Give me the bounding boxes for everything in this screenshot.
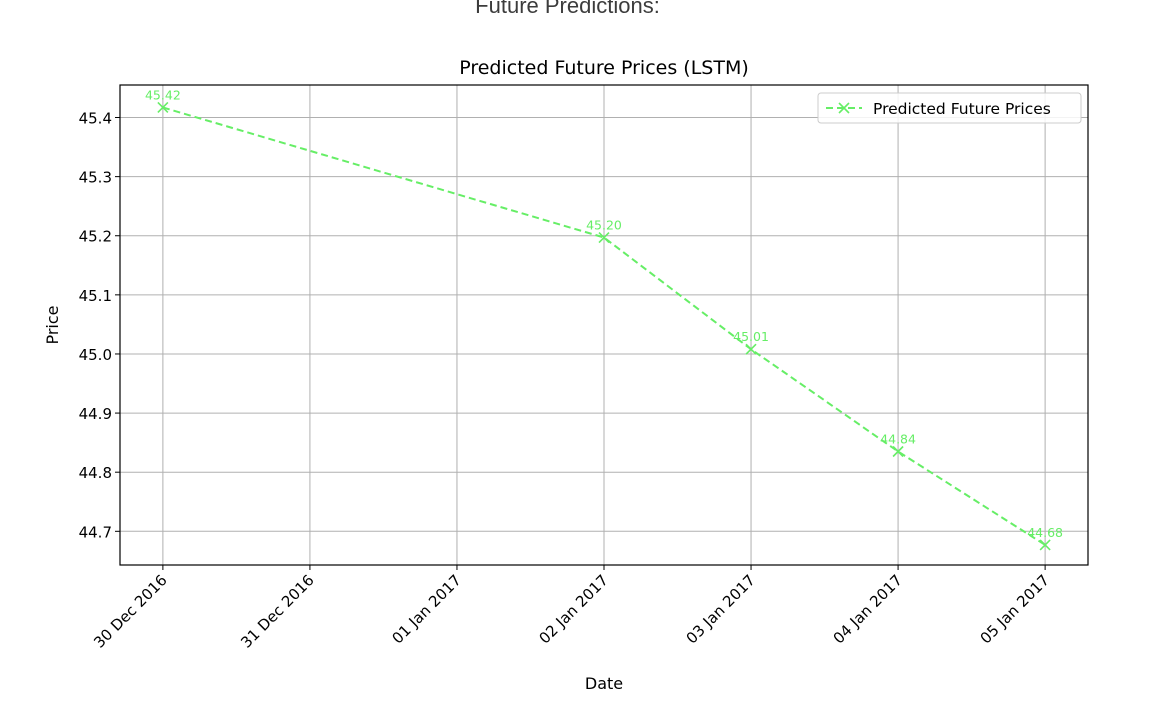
- x-tick-label: 03 Jan 2017: [683, 571, 759, 647]
- series-predicted-future-prices: [157, 101, 1051, 551]
- y-tick-label: 44.9: [79, 405, 112, 423]
- y-tick-label: 45.0: [79, 346, 112, 364]
- x-axis-label: Date: [585, 674, 623, 693]
- x-tick-label: 01 Jan 2017: [388, 571, 464, 647]
- x-tick-label: 04 Jan 2017: [830, 571, 906, 647]
- y-tick-label: 45.4: [79, 110, 112, 128]
- data-point-marker: [892, 445, 904, 458]
- grid-lines: [120, 85, 1088, 565]
- data-point-marker: [745, 343, 757, 355]
- legend-box: [817, 92, 1082, 124]
- data-point-marker: [598, 231, 610, 244]
- y-axis-label: Price: [43, 305, 62, 344]
- legend-marker-swatch: [838, 102, 850, 114]
- data-label: 44.84: [880, 432, 916, 447]
- y-tick-label: 45.3: [79, 169, 112, 187]
- x-tick-label: 02 Jan 2017: [536, 571, 612, 647]
- data-point-marker: [157, 101, 169, 114]
- y-tick-label: 44.7: [79, 523, 112, 541]
- x-axis: 30 Dec 2016 31 Dec 2016 01 Jan 2017 02 Jan …: [90, 565, 1053, 652]
- x-tick-label: 30 Dec 2016: [90, 571, 170, 651]
- data-label: 45.01: [733, 329, 769, 344]
- data-point-marker: [1039, 539, 1051, 551]
- data-label: 44.68: [1027, 525, 1063, 540]
- y-tick-label: 45.1: [79, 287, 112, 305]
- legend: Predicted Future Prices: [817, 92, 1082, 124]
- section-heading: Future Predictions:: [475, 0, 660, 18]
- data-label: 45.20: [586, 218, 622, 233]
- data-labels: 45.42 45.20 45.01 44.84 44.68: [145, 87, 1063, 539]
- y-tick-label: 45.2: [79, 228, 112, 246]
- x-tick-label: 31 Dec 2016: [237, 571, 317, 651]
- legend-label: Predicted Future Prices: [873, 100, 1051, 118]
- y-axis: 44.7 44.8 44.9 45.0 45.1 45.2 45.3 45.4: [79, 110, 120, 541]
- data-label: 45.42: [145, 87, 181, 102]
- x-tick-label: 05 Jan 2017: [977, 571, 1053, 647]
- y-tick-label: 44.8: [79, 464, 112, 482]
- chart-title: Predicted Future Prices (LSTM): [459, 57, 749, 79]
